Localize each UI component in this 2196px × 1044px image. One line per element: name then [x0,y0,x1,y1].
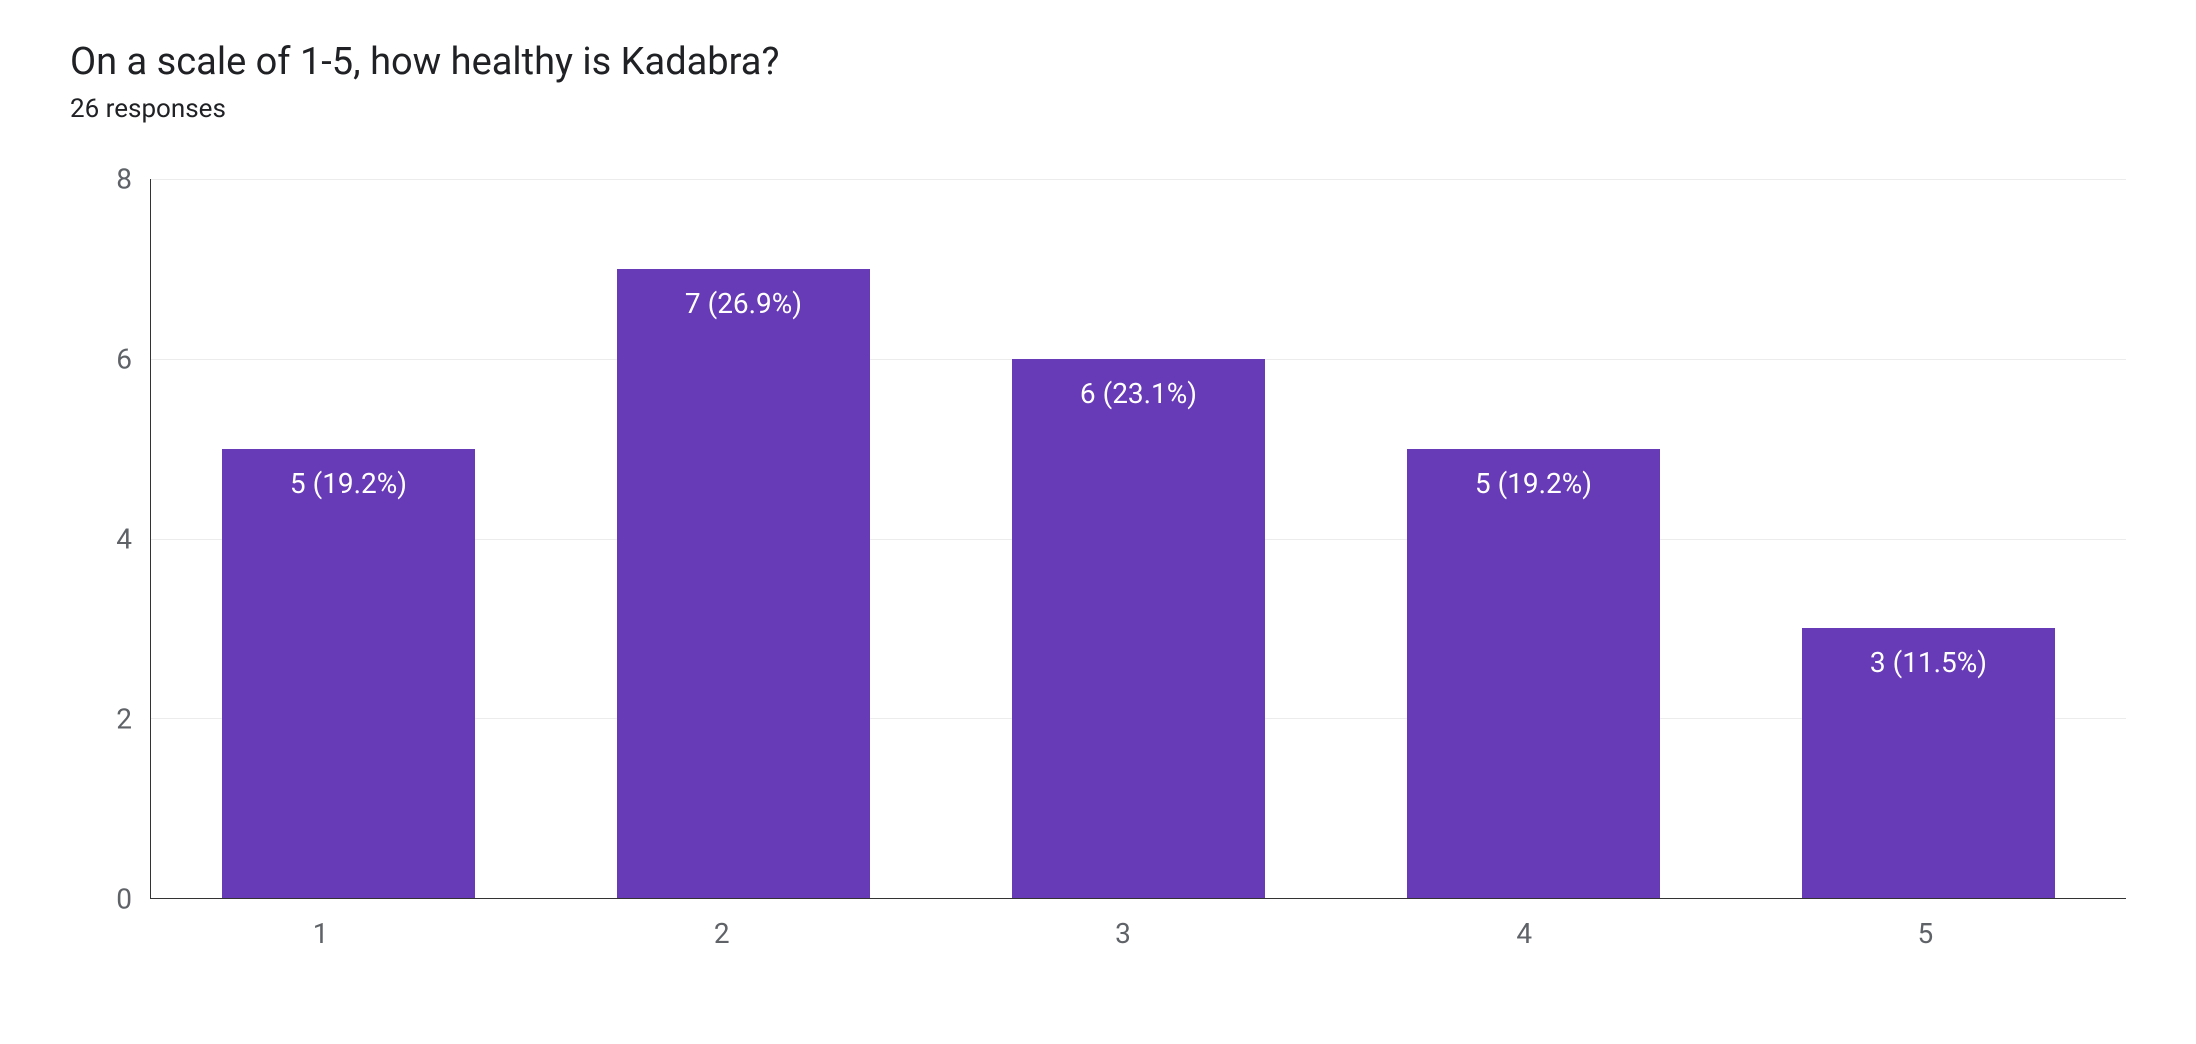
plot-area: 5 (19.2%) 7 (26.9%) 6 (23.1%) 5 (19.2%) 3 (1… [150,179,2126,899]
bar-slot: 5 (19.2%) [151,179,546,898]
bar-value-label: 7 (26.9%) [685,287,802,320]
bar-slot: 3 (11.5%) [1731,179,2126,898]
bar-slot: 5 (19.2%) [1336,179,1731,898]
x-tick-label: 4 [1324,899,1725,950]
bar-value-label: 6 (23.1%) [1080,377,1197,410]
bar[interactable]: 3 (11.5%) [1802,628,2055,898]
bar-slot: 6 (23.1%) [941,179,1336,898]
bar-value-label: 5 (19.2%) [290,467,407,500]
chart-container: On a scale of 1-5, how healthy is Kadabr… [0,0,2196,1044]
chart-subtitle: 26 responses [70,94,2126,124]
bar-slot: 7 (26.9%) [546,179,941,898]
y-tick-label: 0 [116,883,132,916]
bar[interactable]: 5 (19.2%) [1407,449,1660,898]
y-tick-label: 2 [116,703,132,736]
chart-plot-wrap: 02468 5 (19.2%)7 (26.9%)6 (23.1%)5 (19.2… [100,179,2126,899]
bar[interactable]: 7 (26.9%) [617,269,870,898]
bar[interactable]: 5 (19.2%) [222,449,475,898]
bar[interactable]: 6 (23.1%) [1012,359,1265,898]
y-tick-label: 6 [116,343,132,376]
y-tick-label: 8 [116,163,132,196]
x-tick-label: 5 [1725,899,2126,950]
x-tick-label: 3 [922,899,1323,950]
y-tick-label: 4 [116,523,132,556]
bar-value-label: 3 (11.5%) [1870,646,1987,679]
x-tick-label: 1 [120,899,521,950]
x-tick-label: 2 [521,899,922,950]
bar-value-label: 5 (19.2%) [1475,467,1592,500]
y-axis: 02468 [100,179,150,899]
bars-layer: 5 (19.2%) 7 (26.9%) 6 (23.1%) 5 (19.2%) 3 (1… [151,179,2126,898]
x-axis-labels: 12345 [120,899,2126,950]
chart-title: On a scale of 1-5, how healthy is Kadabr… [70,40,2126,84]
